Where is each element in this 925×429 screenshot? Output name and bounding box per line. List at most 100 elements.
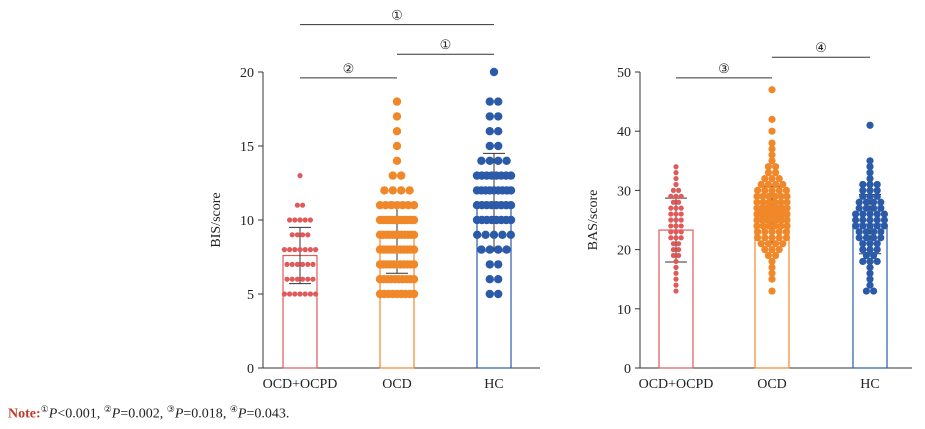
- p1-point-ocd: [409, 201, 419, 210]
- p2-point-hc: [866, 163, 874, 171]
- p2-point-ocd: [768, 115, 776, 123]
- p1-point-ocpd: [292, 217, 298, 223]
- p2-point-hc: [873, 186, 881, 194]
- p1-category-label-hc: HC: [484, 377, 503, 392]
- p1-point-hc: [485, 275, 494, 284]
- note-value-4: =0.043: [246, 406, 286, 422]
- p1-point-hc: [502, 245, 511, 254]
- p2-point-ocd: [753, 204, 761, 212]
- p1-point-ocd: [392, 141, 402, 151]
- p2-y-tick-label: 10: [617, 303, 631, 318]
- p1-category-label-ocd: OCD: [382, 377, 412, 392]
- p2-point-hc: [866, 246, 874, 254]
- p2-point-ocd: [772, 240, 780, 248]
- p2-point-hc: [873, 257, 881, 266]
- p1-point-hc: [494, 97, 503, 106]
- p2-point-ocd: [783, 204, 791, 212]
- p2-point-ocpd: [673, 288, 679, 294]
- p2-point-ocd: [759, 192, 767, 200]
- p2-point-ocd: [772, 180, 780, 189]
- p2-point-ocd: [772, 251, 780, 260]
- p2-point-hc: [880, 216, 889, 224]
- p1-point-ocpd: [297, 291, 303, 297]
- p2-point-hc: [855, 228, 863, 236]
- p2-point-hc: [873, 180, 881, 189]
- p2-point-ocd: [754, 186, 762, 194]
- p2-point-ocpd: [676, 187, 682, 193]
- p2-point-ocd: [768, 151, 776, 159]
- p2-point-hc: [870, 198, 878, 206]
- p2-point-ocpd: [670, 241, 677, 247]
- p2-point-hc: [873, 210, 881, 218]
- p2-point-ocd: [759, 222, 767, 230]
- p2-point-ocpd: [668, 205, 674, 211]
- p1-point-hc: [506, 230, 515, 239]
- p1-y-axis-label: BIS/score: [209, 192, 224, 247]
- p1-point-ocd: [392, 112, 402, 121]
- p2-significance-label: ④: [815, 40, 827, 55]
- p2-point-ocd: [775, 186, 783, 194]
- p2-point-ocpd: [670, 199, 677, 205]
- p2-point-ocpd: [673, 282, 679, 288]
- p2-point-hc: [866, 240, 874, 248]
- p1-point-ocd: [397, 186, 406, 195]
- p2-point-ocd: [768, 275, 776, 283]
- p2-point-ocd: [768, 157, 776, 165]
- p1-point-hc: [485, 260, 494, 269]
- p1-point-hc: [494, 275, 503, 284]
- p2-point-ocd: [768, 139, 776, 147]
- p2-point-ocd: [783, 216, 791, 224]
- p2-point-ocd: [761, 186, 769, 194]
- p2-point-hc: [862, 198, 871, 206]
- p1-y-tick-label: 15: [240, 140, 254, 155]
- p2-point-hc: [866, 210, 874, 218]
- p2-y-axis-label: BAS/score: [586, 190, 601, 251]
- p1-significance-label: ①: [440, 37, 452, 52]
- p1-point-ocpd: [292, 247, 298, 253]
- p2-point-hc: [866, 216, 874, 224]
- p2-point-hc: [873, 216, 881, 224]
- p2-point-ocd: [761, 228, 769, 236]
- p2-point-ocd: [771, 198, 779, 206]
- p2-point-ocd: [758, 204, 766, 212]
- p1-point-ocpd: [302, 291, 308, 297]
- p2-point-ocpd: [670, 187, 677, 193]
- p2-point-ocpd: [673, 193, 679, 199]
- p1-point-hc: [489, 230, 499, 239]
- p2-y-tick-label: 30: [617, 184, 631, 199]
- p1-point-ocpd: [294, 202, 300, 208]
- p1-significance-label: ②: [343, 61, 355, 76]
- p2-point-hc: [870, 228, 878, 236]
- p2-point-ocd: [773, 204, 781, 212]
- p2-point-ocpd: [678, 193, 684, 199]
- p1-point-ocpd: [310, 261, 316, 267]
- p2-point-ocpd: [673, 264, 679, 270]
- p2-point-ocpd: [676, 241, 682, 247]
- p1-point-hc: [506, 186, 516, 195]
- p2-point-ocd: [757, 180, 765, 189]
- p1-point-ocpd: [313, 247, 319, 253]
- p2-point-hc: [855, 234, 863, 242]
- p1-point-hc: [494, 141, 503, 151]
- p2-point-ocd: [775, 228, 783, 236]
- p1-point-ocpd: [297, 247, 303, 253]
- note-mark-1: ①: [40, 404, 49, 414]
- p2-category-label-ocd: OCD: [757, 377, 787, 392]
- p2-point-ocpd: [668, 211, 674, 217]
- p1-point-ocpd: [307, 291, 313, 297]
- p2-point-hc: [859, 216, 867, 224]
- p1-point-hc: [481, 230, 490, 239]
- p1-point-ocpd: [284, 276, 290, 282]
- p2-point-ocd: [764, 163, 773, 171]
- p2-point-ocd: [778, 216, 786, 224]
- p2-point-hc: [859, 240, 867, 248]
- p2-point-hc: [866, 192, 874, 200]
- p1-point-ocd: [392, 127, 402, 136]
- p2-point-ocd: [758, 216, 766, 224]
- p1-point-ocd: [409, 245, 419, 254]
- p2-point-hc: [866, 281, 874, 289]
- p2-point-hc: [877, 204, 885, 212]
- p2-point-hc: [859, 180, 867, 189]
- figure-note: Note:①P<0.001, ②P=0.002, ③P=0.018, ④P=0.…: [8, 404, 289, 423]
- p2-point-ocpd: [673, 205, 679, 211]
